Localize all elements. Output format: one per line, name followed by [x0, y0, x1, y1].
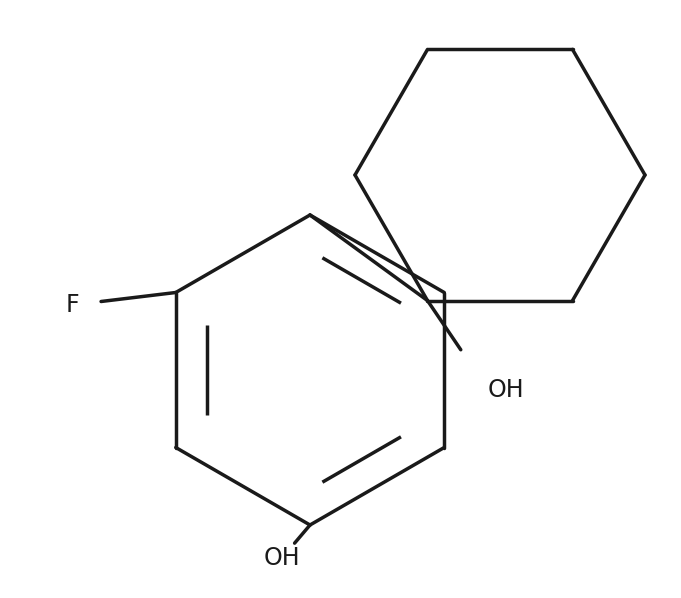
Text: OH: OH	[264, 546, 300, 570]
Text: OH: OH	[488, 378, 524, 402]
Text: F: F	[65, 293, 79, 317]
